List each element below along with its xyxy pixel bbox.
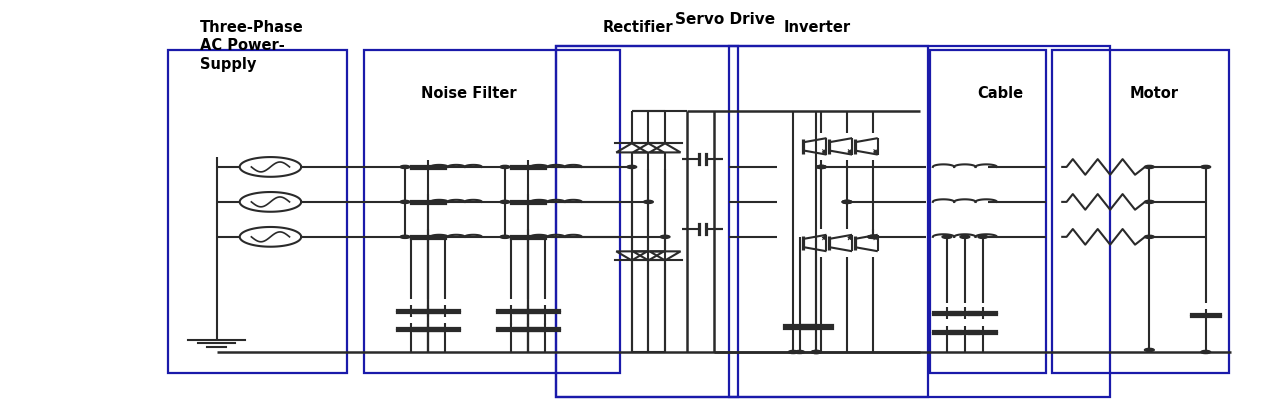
- Circle shape: [401, 201, 410, 204]
- Circle shape: [499, 166, 510, 169]
- Circle shape: [1144, 236, 1154, 239]
- Circle shape: [1144, 201, 1154, 204]
- Circle shape: [817, 166, 826, 169]
- Circle shape: [978, 236, 987, 239]
- Text: Three-Phase
AC Power-
Supply: Three-Phase AC Power- Supply: [200, 20, 304, 72]
- Text: Cable: Cable: [977, 85, 1023, 100]
- Circle shape: [1144, 349, 1154, 351]
- Circle shape: [817, 166, 826, 169]
- Circle shape: [868, 236, 877, 239]
- Text: Noise Filter: Noise Filter: [421, 85, 517, 100]
- Circle shape: [788, 351, 799, 354]
- Circle shape: [643, 201, 654, 204]
- Circle shape: [842, 201, 851, 204]
- Text: Motor: Motor: [1130, 85, 1179, 100]
- Circle shape: [401, 166, 410, 169]
- Circle shape: [1201, 351, 1211, 354]
- Text: Servo Drive: Servo Drive: [675, 12, 776, 26]
- Circle shape: [811, 351, 820, 354]
- Bar: [729, 47, 928, 397]
- Bar: [168, 51, 347, 373]
- Text: Inverter: Inverter: [785, 20, 851, 35]
- Circle shape: [627, 166, 637, 169]
- Circle shape: [660, 236, 670, 239]
- Bar: [556, 47, 738, 397]
- Bar: [363, 51, 620, 373]
- Circle shape: [499, 201, 510, 204]
- Circle shape: [942, 236, 951, 239]
- Circle shape: [811, 351, 820, 354]
- Circle shape: [1144, 166, 1154, 169]
- Circle shape: [795, 351, 805, 354]
- Circle shape: [401, 236, 410, 239]
- Circle shape: [499, 236, 510, 239]
- Circle shape: [842, 201, 851, 204]
- Bar: [556, 47, 1109, 397]
- Circle shape: [1201, 166, 1211, 169]
- Circle shape: [960, 236, 969, 239]
- Bar: [1052, 51, 1229, 373]
- Bar: [931, 51, 1045, 373]
- Text: Rectifier: Rectifier: [603, 20, 674, 35]
- Circle shape: [868, 236, 877, 239]
